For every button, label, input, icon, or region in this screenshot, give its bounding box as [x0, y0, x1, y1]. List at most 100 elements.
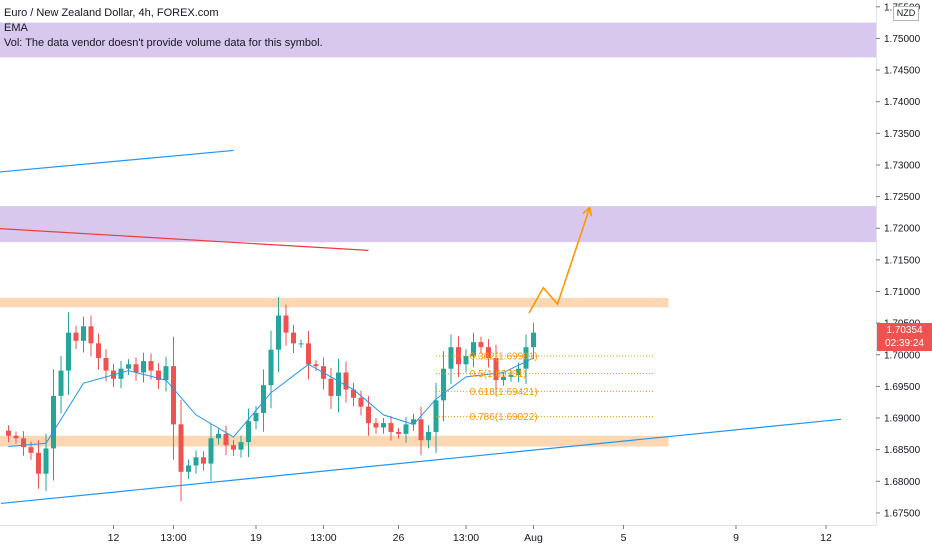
candle-body [343, 372, 349, 390]
overlay-layer: 0.382(1.69981) 0.5(1.69701) 0.618(1.69421)… [8, 206, 654, 447]
candle-body [96, 343, 101, 358]
candle-body [118, 368, 124, 379]
candle-body [186, 465, 191, 472]
trendline-red-1[interactable] [0, 228, 369, 251]
candle-body [208, 438, 214, 464]
price-tick-label: 1.68500 [884, 445, 921, 456]
fib-level-label: 0.382(1.69981) [470, 351, 538, 362]
candle-body [283, 315, 289, 333]
fib-level-label: 0.618(1.69421) [470, 387, 538, 398]
time-tick-label: 12 [820, 532, 832, 544]
candle-body [88, 326, 94, 344]
time-tick-label: 13:00 [310, 532, 336, 544]
candle-body [66, 332, 71, 371]
projection-path [528, 207, 591, 314]
candle-body [141, 361, 146, 373]
time-tick-label: 5 [621, 532, 627, 544]
trendline-blue-0[interactable] [0, 149, 234, 173]
time-scale[interactable]: 12 13:00 19 13:00 26 13:00 Aug 5 9 12 [108, 525, 832, 544]
price-tick-label: 1.72500 [884, 192, 921, 203]
candle-body [156, 370, 161, 381]
zone-purple-1[interactable] [0, 206, 876, 243]
candle-body [13, 435, 19, 439]
zone-orange-3[interactable] [0, 435, 669, 447]
candle-body [381, 423, 386, 428]
candle-body [28, 447, 34, 453]
candle-body [36, 452, 41, 474]
candle-body [21, 438, 26, 448]
price-tick-label: 1.73500 [884, 129, 921, 140]
candle-body [441, 368, 446, 401]
candle-body [201, 457, 206, 464]
candle-body [351, 389, 356, 398]
fib-level-label: 0.786(1.69022) [470, 412, 538, 423]
candle-body [216, 433, 221, 439]
candle-body [418, 419, 424, 441]
time-tick-label: 13:00 [453, 532, 479, 544]
price-tick-label: 1.68000 [884, 477, 921, 488]
candle-body [373, 423, 379, 428]
candle-body [261, 385, 266, 413]
time-tick-label: 26 [393, 532, 405, 544]
candle-body [471, 342, 476, 357]
candle-body [73, 332, 79, 341]
price-scale[interactable]: 1.755001.750001.745001.740001.735001.730… [876, 2, 921, 519]
candle-body [43, 448, 49, 474]
candle-body [396, 431, 401, 434]
time-tick-label: Aug [524, 532, 543, 544]
symbol-title[interactable]: Euro / New Zealand Dollar, 4h, FOREX.com [4, 7, 219, 19]
price-tick-label: 1.75000 [884, 34, 921, 45]
current-price-label: 1.70354 02:39:24 [877, 323, 932, 351]
candle-body [508, 375, 514, 377]
candle-body [313, 364, 319, 367]
candle-body [126, 364, 131, 369]
candle-body [298, 343, 304, 345]
time-tick-label: 12 [108, 532, 120, 544]
candle-body [531, 332, 536, 348]
candle-body [103, 357, 109, 371]
candle-body [403, 424, 409, 434]
candle-body [456, 347, 461, 365]
candle-body [448, 347, 454, 369]
price-tick-label: 1.74000 [884, 97, 921, 108]
projection-arrowhead [582, 206, 591, 215]
candle-body [486, 347, 491, 358]
candles-layer [6, 297, 536, 502]
candle-body [253, 412, 259, 422]
fib-level-label: 0.5(1.69701) [470, 369, 527, 380]
price-tick-label: 1.71000 [884, 287, 921, 298]
zone-orange-2[interactable] [0, 297, 669, 308]
candle-body [193, 457, 199, 466]
time-tick-label: 13:00 [160, 532, 186, 544]
chart-legend: Euro / New Zealand Dollar, 4h, FOREX.com… [4, 6, 323, 51]
price-tick-label: 1.69000 [884, 414, 921, 425]
candle-body [501, 376, 506, 381]
currency-badge[interactable]: NZD [893, 6, 919, 21]
zones-layer [0, 22, 876, 447]
candle-body [411, 419, 416, 425]
candle-body [523, 347, 529, 369]
candle-body [178, 424, 184, 472]
candle-body [246, 421, 251, 443]
candle-body [366, 406, 371, 424]
bar-countdown: 02:39:24 [885, 338, 924, 349]
candle-body [163, 366, 169, 381]
price-tick-label: 1.67500 [884, 508, 921, 519]
candle-body [493, 357, 499, 381]
candle-body [463, 356, 469, 365]
candle-body [268, 349, 274, 386]
candle-body [291, 332, 296, 344]
candle-body [306, 343, 311, 365]
zone-purple-0[interactable] [0, 22, 876, 58]
candle-body [231, 445, 236, 450]
ema-label[interactable]: EMA [4, 22, 28, 34]
price-tick-label: 1.74500 [884, 66, 921, 77]
candle-body [81, 326, 86, 341]
trendline-blue-2[interactable] [0, 418, 842, 505]
current-price-value: 1.70354 [886, 325, 923, 336]
candle-body [171, 366, 176, 425]
price-tick-label: 1.69500 [884, 382, 921, 393]
projection-arrowhead [588, 207, 593, 217]
candle-body [516, 368, 521, 376]
